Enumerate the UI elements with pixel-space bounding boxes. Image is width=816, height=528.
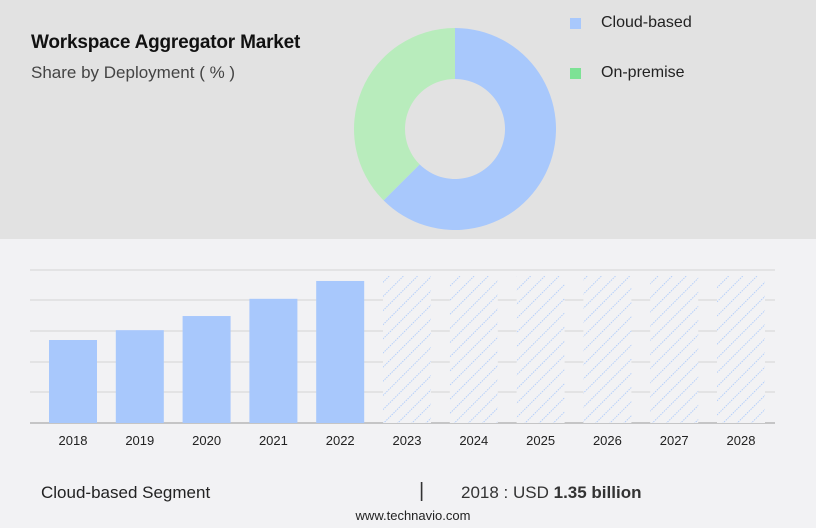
forecast-bar-2027 [650, 276, 699, 423]
source-url: www.technavio.com [0, 508, 816, 523]
segment-value-prefix: 2018 : USD [461, 483, 554, 502]
x-axis-label: 2024 [459, 433, 488, 448]
legend-item-on-premise: On-premise [570, 64, 685, 82]
x-axis-label: 2022 [326, 433, 355, 448]
x-axis-label: 2018 [59, 433, 88, 448]
bars [49, 276, 765, 423]
bar-2022 [316, 280, 365, 423]
legend-swatch-on-premise-icon [570, 67, 581, 79]
segment-value-amount: 1.35 billion [553, 483, 642, 502]
x-axis-label: 2027 [660, 433, 689, 448]
donut-slice-cloud-based [383, 28, 556, 230]
chart-subtitle: Share by Deployment ( % ) [31, 63, 236, 82]
x-axis-label: 2021 [259, 433, 288, 448]
bar-2019 [115, 330, 164, 423]
legend-swatch-cloud-based-icon [570, 17, 581, 29]
x-axis-label: 2025 [526, 433, 555, 448]
donut-chart [354, 28, 556, 230]
legend-label: On-premise [601, 64, 685, 81]
forecast-bar-2024 [449, 276, 498, 423]
forecast-bar-2026 [583, 276, 632, 423]
source-url-text: www.technavio.com [355, 508, 471, 523]
forecast-bar-2023 [383, 276, 431, 423]
forecast-bar-2028 [717, 276, 765, 423]
bar-2021 [249, 298, 298, 423]
x-axis-label: 2028 [727, 433, 756, 448]
x-axis-label: 2026 [593, 433, 622, 448]
donut-slice-on-premise [354, 28, 455, 201]
x-axis-label: 2020 [192, 433, 221, 448]
legend-item-cloud-based: Cloud-based [570, 14, 692, 32]
segment-value: 2018 : USD 1.35 billion [461, 483, 641, 503]
chart-title: Workspace Aggregator Market [31, 32, 301, 53]
forecast-bar-2025 [516, 276, 565, 423]
segment-label: Cloud-based Segment [41, 483, 211, 502]
bar-2020 [182, 316, 231, 423]
x-axis-label: 2019 [125, 433, 154, 448]
x-axis-label: 2023 [393, 433, 422, 448]
legend-label: Cloud-based [601, 14, 692, 31]
bar-2018 [49, 340, 97, 423]
footer-separator: | [419, 480, 425, 502]
x-axis-labels: 2018 2019 2020 2021 2022 2023 2024 2025 2026 2027… [59, 433, 756, 448]
